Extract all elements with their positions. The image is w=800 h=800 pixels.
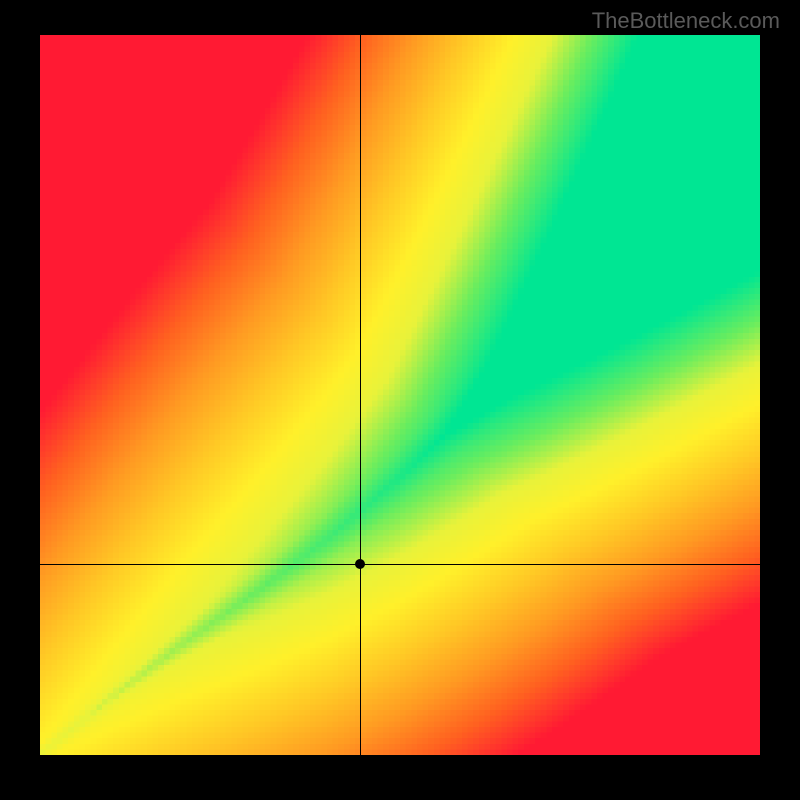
bottleneck-marker (355, 559, 365, 569)
crosshair-vertical (360, 35, 361, 755)
heatmap-plot (40, 35, 760, 755)
crosshair-horizontal (40, 564, 760, 565)
watermark-text: TheBottleneck.com (592, 8, 780, 34)
heatmap-canvas (40, 35, 760, 755)
